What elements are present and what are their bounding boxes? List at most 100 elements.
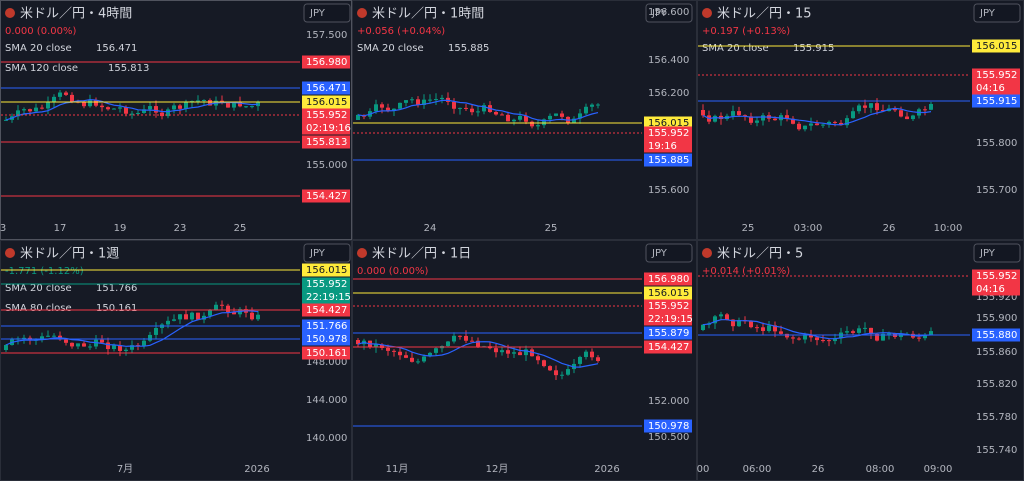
candle-body (572, 118, 576, 123)
indicator-name[interactable]: SMA 80 close (5, 303, 72, 314)
chart-panel[interactable]: 米ドル／円・15 +0.197 (+0.13%) SMA 20 close 155.9… (697, 0, 1024, 240)
candle-body (536, 356, 540, 361)
candle-body (154, 106, 158, 113)
currency-label[interactable]: JPY (979, 8, 996, 19)
currency-label[interactable]: JPY (309, 8, 326, 19)
price-tag (972, 68, 1020, 95)
candle-body (749, 116, 753, 123)
candle-body (404, 355, 408, 358)
candle-body (929, 331, 933, 335)
price-tag-label: 156.015 (306, 97, 347, 108)
price-tag (302, 95, 350, 109)
candle-body (797, 338, 801, 340)
indicator-name[interactable]: SMA 20 close (5, 283, 72, 294)
candle-body (238, 101, 242, 107)
candle-body (554, 113, 558, 116)
time-tick-label: 10:00 (934, 223, 963, 234)
price-tag-label: 154.427 (306, 305, 347, 316)
candle-body (70, 94, 74, 102)
symbol-title[interactable]: 米ドル／円・1時間 (372, 7, 484, 22)
candle-body (797, 123, 801, 130)
time-tick-label: 25 (545, 223, 558, 234)
currency-label[interactable]: JPY (979, 248, 996, 259)
chart-panel[interactable]: 米ドル／円・1週 -1.771 (-1.12%) SMA 20 close 151.7… (0, 240, 352, 481)
candle-body (82, 343, 86, 347)
symbol-title[interactable]: 米ドル／円・5 (717, 247, 803, 262)
candle-body (548, 366, 552, 371)
candle-body (923, 109, 927, 111)
symbol-title[interactable]: 米ドル／円・15 (717, 7, 812, 22)
indicator-value: 156.471 (96, 43, 137, 54)
candle-body (356, 340, 360, 345)
candle-body (899, 110, 903, 117)
candle-body (136, 112, 140, 114)
price-tag (644, 272, 692, 286)
candle-body (386, 348, 390, 351)
chart-panel[interactable]: 米ドル／円・1時間 +0.056 (+0.04%) SMA 20 close 155.… (352, 0, 697, 240)
currency-label[interactable]: JPY (651, 8, 668, 19)
candle-body (893, 108, 897, 111)
candle-body (512, 119, 516, 122)
indicator-name[interactable]: SMA 20 close (357, 43, 424, 54)
candle-body (482, 105, 486, 112)
candle-body (560, 374, 564, 376)
candle-body (821, 124, 825, 126)
candle-body (124, 349, 128, 351)
symbol-title[interactable]: 米ドル／円・1日 (372, 247, 471, 262)
candle-body (410, 99, 414, 101)
currency-button[interactable] (973, 243, 1021, 263)
currency-label[interactable]: JPY (651, 248, 668, 259)
currency-label[interactable]: JPY (309, 248, 326, 259)
symbol-title[interactable]: 米ドル／円・1週 (20, 247, 119, 262)
candle-body (779, 331, 783, 334)
candle-body (40, 336, 44, 340)
candle-body (34, 107, 38, 112)
candle-body (881, 110, 885, 112)
candle-body (596, 357, 600, 361)
candle-body (28, 109, 32, 112)
chart-panel[interactable]: 米ドル／円・4時間 0.000 (0.00%) SMA 20 close 156.47… (0, 0, 352, 240)
candle-body (422, 356, 426, 362)
candle-body (16, 110, 20, 117)
time-tick-label: 24 (424, 223, 437, 234)
chart-panel[interactable]: 米ドル／円・1日0.000 (0.00%)JPY152.000150.50015… (352, 240, 697, 481)
candle-body (773, 325, 777, 332)
price-tag-label: 150.978 (648, 421, 689, 432)
candle-body (578, 356, 582, 364)
symbol-title[interactable]: 米ドル／円・4時間 (20, 7, 132, 22)
currency-button[interactable] (303, 3, 351, 23)
candle-body (713, 115, 717, 122)
chart-panel[interactable]: 米ドル／円・5 +0.014 (+0.01%) JPY 155.920 155.900 1… (697, 240, 1024, 481)
candle-body (749, 321, 753, 328)
candle-body (530, 121, 534, 127)
candle-body (701, 110, 705, 116)
indicator-name[interactable]: SMA 20 close (702, 43, 769, 54)
indicator-name[interactable]: SMA 120 close (5, 63, 78, 74)
candle-body (440, 97, 444, 100)
price-tag-label: 156.471 (306, 83, 347, 94)
price-change: 0.000 (0.00%) (5, 26, 76, 37)
candle-body (196, 312, 200, 320)
candle-body (4, 119, 8, 121)
candle-body (923, 334, 927, 339)
currency-button[interactable] (645, 243, 693, 263)
currency-button[interactable] (303, 243, 351, 263)
price-tag-label: 156.015 (648, 288, 689, 299)
currency-button[interactable] (645, 3, 693, 23)
price-tick-label: 148.000 (306, 357, 347, 368)
panel-bg (0, 240, 352, 481)
price-tick-label: 155.920 (976, 292, 1017, 303)
candle-body (232, 101, 236, 108)
panel-bg (697, 240, 1024, 481)
candle-body (731, 319, 735, 327)
price-tag (644, 286, 692, 300)
candle-body (803, 334, 807, 340)
flag-icon (702, 248, 712, 258)
price-tick-label: 140.000 (306, 433, 347, 444)
candle-body (815, 337, 819, 341)
indicator-name[interactable]: SMA 20 close (5, 43, 72, 54)
candle-body (398, 351, 402, 356)
candle-body (398, 102, 402, 109)
price-tag-label: 155.952 (976, 271, 1017, 282)
currency-button[interactable] (973, 3, 1021, 23)
